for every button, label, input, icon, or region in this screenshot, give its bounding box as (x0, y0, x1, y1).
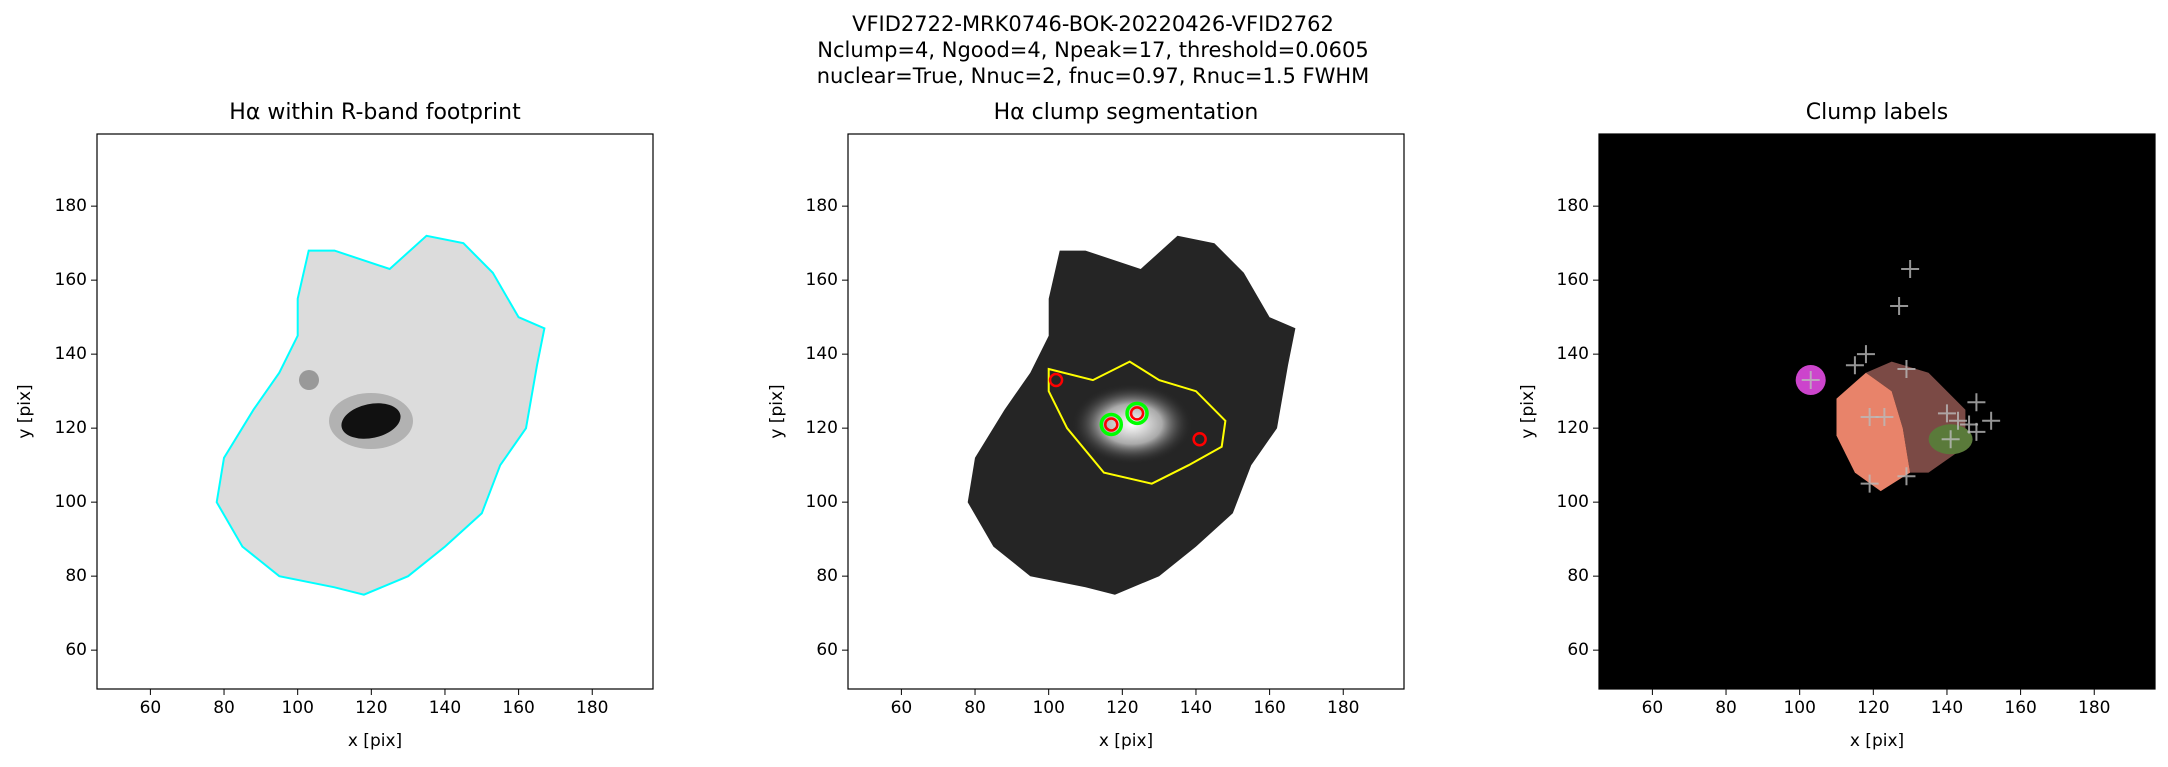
y-tick-label: 160 (806, 270, 838, 290)
y-tick-label: 100 (1557, 492, 1589, 512)
y-tick-label: 60 (1567, 640, 1589, 660)
y-tick-label: 140 (1557, 344, 1589, 364)
y-tick-label: 80 (1567, 566, 1589, 586)
x-tick-label: 160 (2004, 698, 2036, 718)
peak-marker (1860, 474, 1879, 493)
figure-title: nuclear=True, Nnuc=2, fnuc=0.97, Rnuc=1.… (817, 64, 1370, 88)
x-tick-label: 80 (964, 698, 986, 718)
peak-marker (1937, 404, 1956, 423)
y-tick-label: 180 (1557, 196, 1589, 216)
x-tick-label: 120 (1106, 698, 1138, 718)
y-tick-label: 120 (55, 418, 87, 438)
clump-marker (1125, 401, 1149, 426)
x-tick-label: 100 (1032, 698, 1064, 718)
x-tick-label: 60 (891, 698, 913, 718)
x-tick-label: 180 (1327, 698, 1359, 718)
y-tick-label: 180 (806, 196, 838, 216)
x-axis-label: x [pix] (348, 731, 402, 751)
x-tick-label: 120 (1857, 698, 1889, 718)
x-tick-label: 80 (213, 698, 235, 718)
peak-marker (1967, 393, 1986, 412)
x-tick-label: 140 (1180, 698, 1212, 718)
x-tick-label: 140 (1931, 698, 1963, 718)
y-axis-label: y [pix] (1518, 384, 1538, 438)
x-tick-label: 120 (355, 698, 387, 718)
x-tick-label: 160 (1253, 698, 1285, 718)
x-tick-label: 100 (1783, 698, 1815, 718)
x-tick-label: 60 (140, 698, 162, 718)
image-panel-3 (1599, 134, 2155, 689)
figure-title: VFID2722-MRK0746-BOK-20220426-VFID2762 (852, 12, 1334, 36)
y-axis-label: y [pix] (15, 384, 35, 438)
y-tick-label: 120 (806, 418, 838, 438)
clump-marker (1192, 432, 1207, 447)
image-panel-2 (848, 134, 1404, 689)
clump-marker (1048, 372, 1064, 388)
peak-marker (1897, 359, 1916, 378)
peak-marker (1949, 411, 1968, 430)
panel-title: Hα within R-band footprint (229, 100, 521, 125)
peak-marker (1967, 422, 1986, 441)
x-tick-label: 140 (429, 698, 461, 718)
y-tick-label: 60 (816, 640, 838, 660)
y-tick-label: 100 (55, 492, 87, 512)
peak-marker (1890, 297, 1909, 316)
peak-marker (1801, 371, 1820, 390)
peak-marker (1901, 260, 1920, 279)
peak-marker (1941, 430, 1960, 449)
axes-frame (1598, 133, 2156, 690)
y-tick-label: 100 (806, 492, 838, 512)
axes-frame (847, 133, 1405, 690)
x-tick-label: 180 (576, 698, 608, 718)
y-tick-label: 140 (55, 344, 87, 364)
x-axis-label: x [pix] (1850, 731, 1904, 751)
panel-title: Hα clump segmentation (994, 100, 1259, 125)
y-axis-label: y [pix] (767, 384, 787, 438)
x-tick-label: 80 (1715, 698, 1737, 718)
peak-marker (1856, 345, 1875, 364)
clump-marker (1129, 406, 1145, 421)
x-axis-label: x [pix] (1099, 731, 1153, 751)
x-tick-label: 180 (2078, 698, 2110, 718)
peak-marker (1897, 467, 1916, 486)
y-tick-label: 80 (816, 566, 838, 586)
y-tick-label: 60 (65, 640, 87, 660)
figure-title: Nclump=4, Ngood=4, Npeak=17, threshold=0… (817, 38, 1369, 62)
peak-marker (1982, 411, 2001, 430)
peak-marker (1845, 356, 1864, 375)
y-tick-label: 80 (65, 566, 87, 586)
y-tick-label: 160 (1557, 270, 1589, 290)
image-panel-1 (97, 134, 653, 689)
y-tick-label: 120 (1557, 418, 1589, 438)
y-tick-label: 140 (806, 344, 838, 364)
axes-frame (96, 133, 654, 690)
x-tick-label: 160 (502, 698, 534, 718)
x-tick-label: 60 (1642, 698, 1664, 718)
y-tick-label: 160 (55, 270, 87, 290)
y-tick-label: 180 (55, 196, 87, 216)
x-tick-label: 100 (281, 698, 313, 718)
peak-marker (1960, 415, 1979, 434)
peak-marker (1875, 408, 1894, 427)
panel-title: Clump labels (1806, 100, 1948, 125)
clump-marker (1099, 412, 1124, 437)
clump-marker (1104, 417, 1119, 432)
